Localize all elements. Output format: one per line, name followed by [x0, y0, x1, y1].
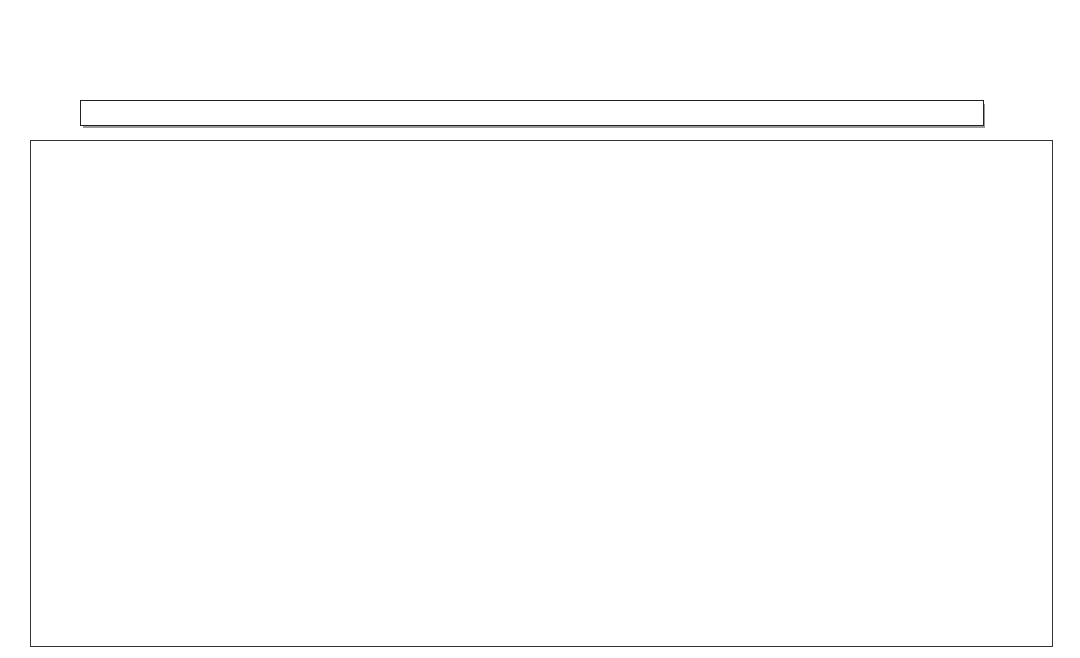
contour-map — [31, 141, 1052, 646]
colorbar-tick-row — [80, 84, 984, 97]
map-frame — [30, 140, 1053, 647]
spread-colorbar — [80, 100, 984, 126]
